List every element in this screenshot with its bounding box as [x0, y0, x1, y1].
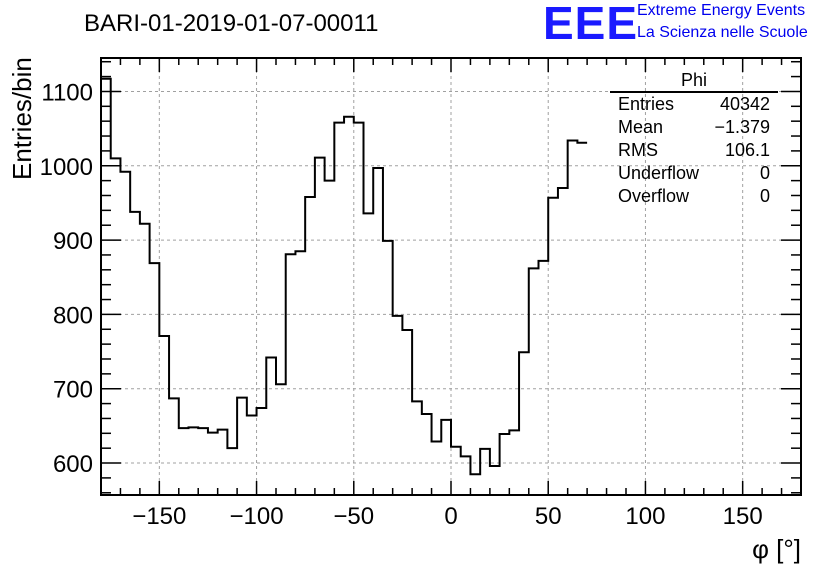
histogram-bin	[198, 428, 208, 495]
histogram-bin	[208, 433, 218, 495]
eee-logo-mark: EEE	[543, 0, 639, 49]
histogram-bin	[529, 268, 539, 495]
stats-label: Entries	[618, 94, 675, 114]
histogram-bin	[470, 474, 480, 495]
histogram-bins	[101, 79, 587, 495]
histogram-bin	[334, 123, 344, 495]
y-tick-label: 700	[53, 377, 93, 404]
tick-layer	[100, 58, 802, 495]
x-tick-label: 150	[723, 503, 763, 530]
x-tick-label: −150	[132, 503, 186, 530]
histogram-bin	[539, 261, 549, 495]
y-tick-label: 900	[53, 228, 93, 255]
histogram-bin	[266, 358, 276, 495]
histogram-bin	[461, 456, 471, 495]
histogram-bin	[247, 415, 257, 495]
histogram-bin	[412, 401, 422, 495]
x-tick-label: 50	[535, 503, 562, 530]
histogram-bin	[568, 140, 578, 495]
x-tick-label: −100	[230, 503, 284, 530]
histogram-bin	[577, 143, 587, 495]
histogram-bin	[169, 398, 179, 495]
histogram-bin	[373, 168, 383, 495]
stats-value: 0	[759, 163, 770, 183]
stats-value: −1.379	[714, 117, 770, 137]
tick-label-layer: −150 −100 −50 0 50 100 150 600 700 800 900 1000 1100	[40, 79, 763, 530]
x-tick-label: −50	[333, 503, 374, 530]
x-axis-label: φ [°]	[752, 534, 801, 564]
histogram-bin	[480, 449, 490, 495]
histogram-bin	[432, 441, 442, 495]
histogram-bin	[441, 420, 451, 495]
histogram-bin	[189, 427, 199, 495]
histogram-bin	[286, 254, 296, 495]
histogram-bin	[364, 213, 374, 495]
histogram-bin	[179, 428, 189, 495]
stats-box-title: Phi	[610, 70, 778, 93]
histogram-bin	[509, 430, 519, 495]
stats-row-entries: Entries 40342	[610, 93, 778, 116]
y-tick-label: 1000	[40, 154, 93, 181]
histogram-bin	[402, 330, 412, 495]
histogram-bin	[315, 158, 325, 495]
histogram-bin	[383, 241, 393, 495]
stats-row-underflow: Underflow 0	[610, 162, 778, 185]
histogram-bin	[111, 158, 121, 495]
histogram-bin	[101, 79, 111, 495]
histogram-bin	[257, 408, 267, 495]
histogram-bin	[140, 224, 150, 495]
histogram-bin	[159, 336, 169, 495]
stats-label: Overflow	[618, 186, 690, 206]
stats-label: Mean	[618, 117, 664, 137]
stats-row-rms: RMS 106.1	[610, 139, 778, 162]
logo-line-1: Extreme Energy Events	[637, 2, 806, 19]
histogram-bin	[120, 172, 130, 495]
y-tick-label: 600	[53, 451, 93, 478]
stats-value: 0	[759, 186, 770, 206]
histogram-bin	[451, 447, 461, 495]
histogram-bin	[276, 384, 286, 495]
x-tick-label: 0	[444, 503, 457, 530]
stats-row-overflow: Overflow 0	[610, 185, 778, 208]
histogram-bin	[422, 414, 432, 495]
histogram-bin	[130, 212, 140, 495]
chart-title: BARI-01-2019-01-07-00011	[84, 10, 379, 37]
stats-value: 106.1	[724, 140, 770, 160]
histogram-bin	[218, 430, 228, 495]
histogram-bin	[393, 316, 403, 495]
logo-line-2: La Scienza nelle Scuole	[637, 24, 808, 41]
histogram-bin	[344, 117, 354, 495]
histogram-bin	[354, 123, 364, 495]
histogram-bin	[490, 466, 500, 495]
histogram-bin	[558, 188, 568, 495]
stats-box: Phi Entries 40342 Mean −1.379 RMS 106.1 …	[610, 70, 778, 208]
histogram-bin	[325, 181, 335, 495]
stats-value: 40342	[719, 94, 770, 114]
stats-label: RMS	[618, 140, 658, 160]
stats-label: Underflow	[618, 163, 700, 183]
histogram-bin	[305, 197, 315, 495]
y-tick-label: 1100	[41, 79, 93, 106]
y-axis-label: Entries/bin	[7, 57, 37, 180]
histogram-bin	[295, 251, 305, 495]
x-tick-label: 100	[625, 503, 665, 530]
histogram-series-line	[101, 77, 588, 476]
histogram-bin	[150, 263, 160, 495]
histogram-bin	[548, 198, 558, 495]
y-tick-label: 800	[53, 302, 93, 329]
histogram-bin	[237, 398, 247, 495]
histogram-bin	[500, 434, 510, 495]
histogram-bin	[227, 448, 237, 495]
grid-layer	[101, 58, 801, 495]
stats-row-mean: Mean −1.379	[610, 116, 778, 139]
histogram-bin	[519, 352, 529, 495]
